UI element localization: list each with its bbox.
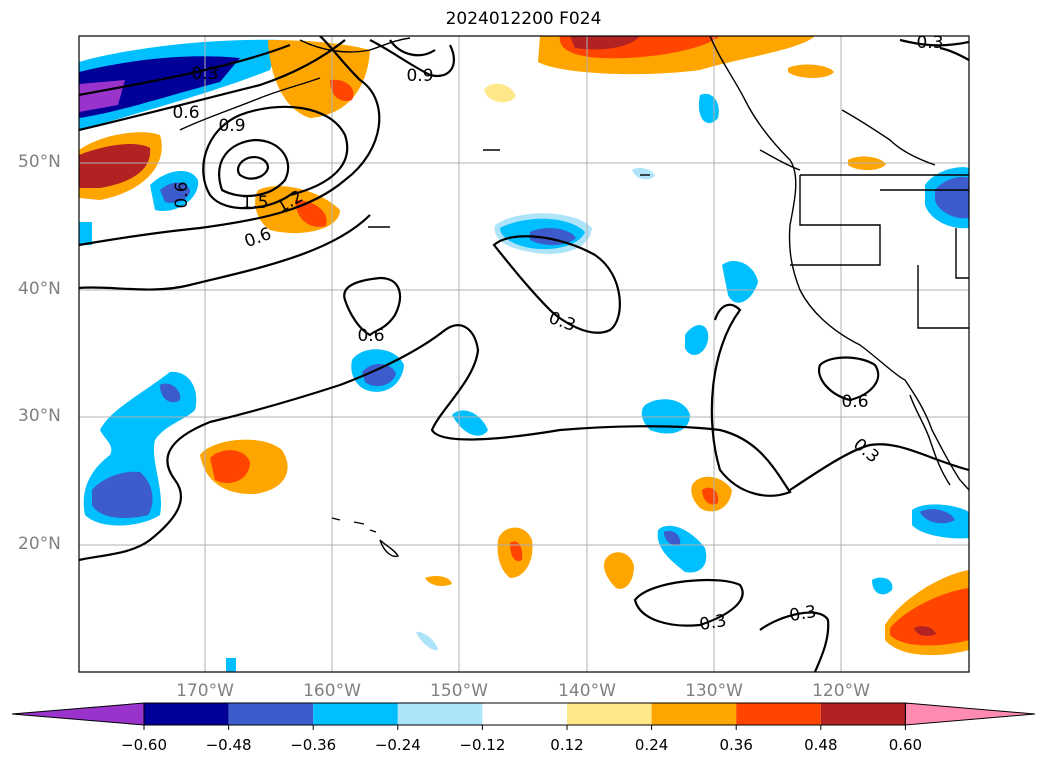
contour-label: 0.3 (191, 64, 219, 84)
contour-label: 0.6 (172, 103, 200, 123)
lat-label-30n: 30°N (18, 406, 61, 426)
contour-lines (79, 36, 969, 672)
graticule (79, 36, 969, 672)
colorbar-bin (651, 703, 737, 725)
lon-label-130w: 130°W (685, 681, 743, 701)
colorbar-tick-label: 0.36 (719, 736, 753, 754)
contour-label: 0.6 (357, 326, 385, 346)
contour-label: 0.6 (841, 392, 869, 412)
colorbar-tick-label: −0.12 (459, 736, 506, 754)
map-title: 2024012200 F024 (445, 9, 602, 29)
colorbar-extend-high (904, 702, 1036, 726)
contour-label: 1.5 (241, 193, 269, 213)
colorbar-bin (820, 703, 906, 725)
colorbar-tick-label: −0.36 (290, 736, 337, 754)
colorbar-bin (736, 703, 821, 725)
contour-label: 0.3 (916, 33, 944, 53)
colorbar-bin (144, 703, 229, 725)
contour-label: 0.6 (172, 181, 192, 209)
colorbar-tick-label: 0.60 (888, 736, 923, 754)
colorbar-bin (228, 703, 314, 725)
coastlines (179, 36, 969, 558)
lon-label-160w: 160°W (303, 681, 361, 701)
colorbar-tick-label: 0.24 (634, 736, 669, 754)
lat-label-20n: 20°N (18, 534, 61, 554)
lon-label-150w: 150°W (430, 681, 488, 701)
colorbar-bin (313, 703, 398, 725)
colorbar-tick-label: −0.60 (121, 736, 167, 754)
colorbar-tick-label: −0.24 (374, 736, 421, 754)
lon-label-170w: 170°W (176, 681, 234, 701)
lat-label-40n: 40°N (18, 279, 61, 299)
colorbar-tick-label: 0.12 (550, 736, 584, 754)
lat-label-50n: 50°N (18, 152, 61, 172)
colorbar-tick-label: 0.48 (804, 736, 838, 754)
contour-label: 0.9 (406, 66, 434, 86)
colorbar-bin (482, 703, 567, 725)
lon-label-120w: 120°W (812, 681, 870, 701)
colorbar-bin (397, 703, 483, 725)
lon-label-140w: 140°W (558, 681, 616, 701)
colorbar-tick-label: −0.48 (205, 736, 252, 754)
contour-label: 0.9 (218, 116, 246, 136)
colorbar (11, 702, 1036, 730)
colorbar-extend-low (11, 702, 145, 726)
colorbar-bin (567, 703, 652, 725)
